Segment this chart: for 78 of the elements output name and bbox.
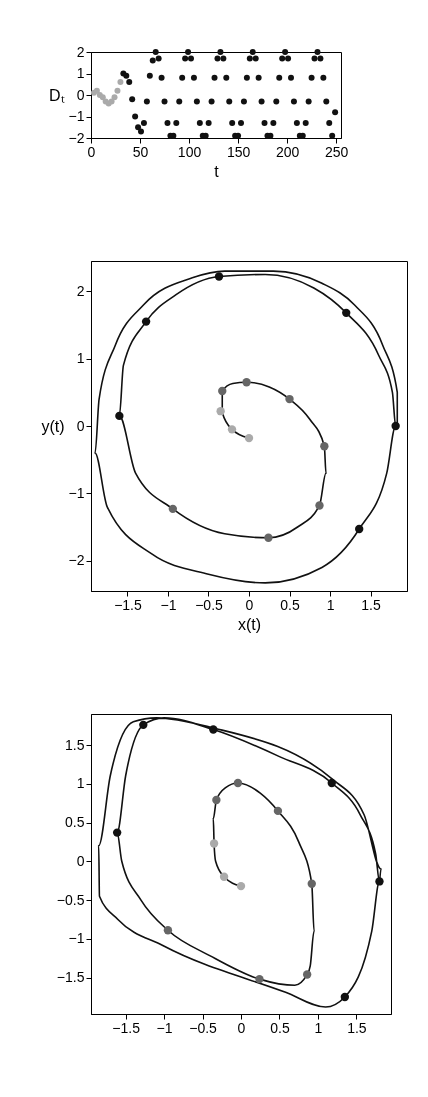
y-tick-label: 0.5 <box>65 814 85 831</box>
point <box>214 272 224 281</box>
x-tick-label: −1 <box>160 596 177 613</box>
x-tick-label: 250 <box>324 143 349 160</box>
point <box>114 87 121 94</box>
x-tick-label: 50 <box>132 143 149 160</box>
y-tick-label: 0 <box>76 852 85 869</box>
point <box>209 839 219 848</box>
point <box>168 504 178 514</box>
point <box>340 992 350 1002</box>
x-axis-title: t <box>214 162 220 180</box>
x-tick-label: 1 <box>326 596 335 613</box>
point <box>115 411 124 421</box>
x-tick-label: −0.5 <box>189 1019 218 1036</box>
point <box>375 877 384 886</box>
y-tick-label: 1 <box>76 350 85 367</box>
point <box>315 501 324 510</box>
x-tick-label: 0 <box>237 1019 246 1036</box>
y-tick-label: 0 <box>76 417 85 434</box>
x-tick-label: −1.5 <box>112 1019 141 1036</box>
x-tick-label: −0.5 <box>195 596 224 613</box>
y-tick-label: 2 <box>76 282 85 299</box>
point <box>209 725 218 734</box>
point <box>264 533 273 542</box>
x-tick-label: 1.5 <box>361 596 381 613</box>
point <box>302 970 312 979</box>
y-tick-label: −0.5 <box>56 891 85 908</box>
y-tick-label: 2 <box>76 43 85 60</box>
y-tick-label: −2 <box>68 129 85 146</box>
y-tick-label: −1 <box>68 484 85 501</box>
point <box>219 872 229 881</box>
y-tick-label: −1 <box>68 930 85 947</box>
point <box>327 778 336 788</box>
x-tick-label: 1 <box>314 1019 323 1036</box>
line-series <box>94 270 399 584</box>
point <box>236 881 246 891</box>
point <box>391 421 400 431</box>
y-tick-label: −1 <box>68 108 85 124</box>
point <box>139 720 148 730</box>
x-tick-label: 0 <box>245 596 254 613</box>
x-tick-label: 0.5 <box>280 596 300 613</box>
y-tick-label: 1 <box>76 65 85 81</box>
y-tick-label: 1.5 <box>65 736 85 753</box>
point <box>307 879 316 888</box>
point <box>320 442 329 451</box>
y-axis-title: Dₜ <box>48 86 65 104</box>
point <box>227 425 237 434</box>
point <box>117 79 124 86</box>
x-tick-label: 0.5 <box>270 1019 290 1036</box>
line-series <box>97 717 382 1008</box>
y-tick-label: 1 <box>76 775 85 792</box>
x-tick-label: 1.5 <box>347 1019 367 1036</box>
point <box>212 795 221 805</box>
point <box>285 394 294 404</box>
point <box>111 94 118 101</box>
point <box>273 806 283 816</box>
point <box>216 407 225 416</box>
y-axis-title: y(t) <box>41 417 65 435</box>
x-tick-label: 100 <box>177 143 202 160</box>
point <box>355 524 364 534</box>
x-tick-label: 0 <box>87 143 96 160</box>
point <box>163 926 173 935</box>
y-tick-label: −1.5 <box>56 969 85 986</box>
point <box>255 974 264 984</box>
point <box>342 308 351 318</box>
point <box>141 317 151 326</box>
y-tick-label: 0 <box>76 86 85 103</box>
point <box>112 828 122 837</box>
x-tick-label: −1 <box>156 1019 173 1036</box>
point <box>242 378 251 387</box>
x-tick-label: 200 <box>275 143 300 160</box>
x-tick-label: −1.5 <box>114 596 142 613</box>
x-axis-title: x(t) <box>237 615 262 633</box>
point <box>244 433 254 443</box>
point <box>233 778 243 788</box>
point <box>218 386 227 396</box>
y-tick-label: −2 <box>68 552 85 569</box>
x-tick-label: 150 <box>226 143 251 160</box>
